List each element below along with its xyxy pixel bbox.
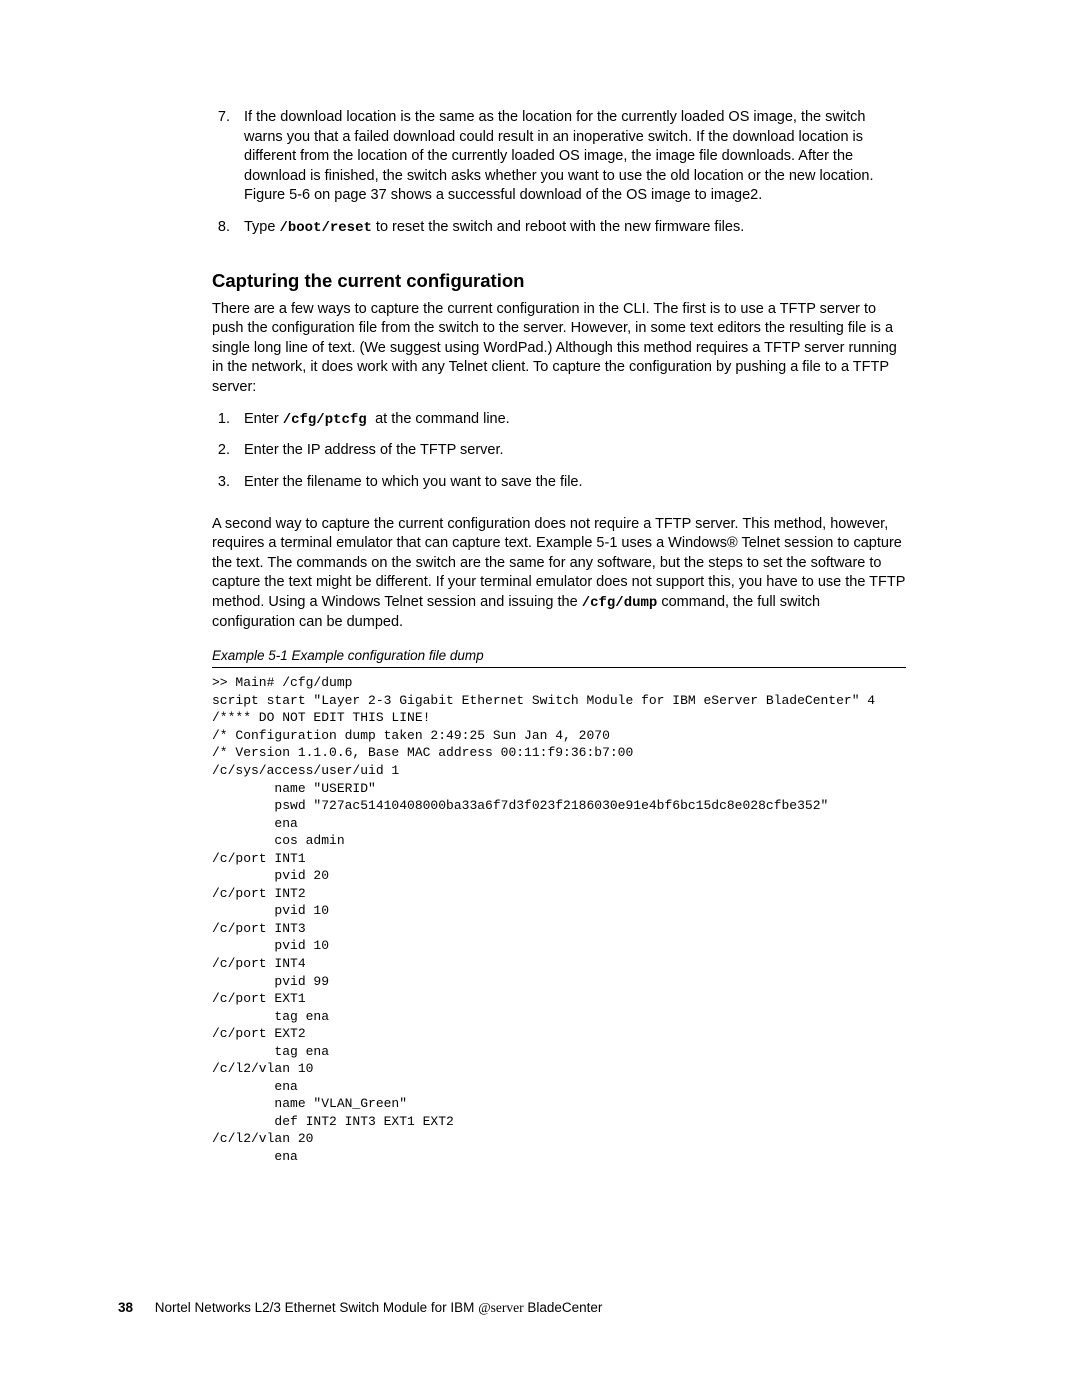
step-7: 7. If the download location is the same … [212, 108, 906, 206]
footer-text: Nortel Networks L2/3 Ethernet Switch Mod… [155, 1300, 478, 1315]
step-number: 2. [212, 441, 230, 461]
step-text: to reset the switch and reboot with the … [372, 219, 744, 235]
eserver-logo: @server [478, 1300, 523, 1315]
step-body: Enter the IP address of the TFTP server. [244, 441, 906, 461]
footer-title: Nortel Networks L2/3 Ethernet Switch Mod… [155, 1300, 603, 1315]
step-number: 1. [212, 410, 230, 430]
footer-text: BladeCenter [524, 1300, 603, 1315]
step-body: If the download location is the same as … [244, 108, 906, 206]
inline-code: /cfg/dump [582, 595, 658, 611]
step-1: 1. Enter /cfg/ptcfg at the command line. [212, 410, 906, 430]
inline-code: /cfg/ptcfg [283, 412, 375, 428]
step-3: 3. Enter the filename to which you want … [212, 473, 906, 493]
code-block: >> Main# /cfg/dump script start "Layer 2… [212, 674, 906, 1165]
step-number: 7. [212, 108, 230, 206]
step-number: 3. [212, 473, 230, 493]
paragraph: There are a few ways to capture the curr… [212, 300, 906, 398]
step-text: Enter [244, 411, 283, 427]
example-caption: Example 5-1 Example configuration file d… [212, 648, 906, 663]
paragraph: A second way to capture the current conf… [212, 515, 906, 633]
inline-code: /boot/reset [279, 220, 371, 236]
step-text: at the command line. [375, 411, 510, 427]
step-body: Type /boot/reset to reset the switch and… [244, 218, 906, 238]
step-body: Enter the filename to which you want to … [244, 473, 906, 493]
step-number: 8. [212, 218, 230, 238]
step-text: Type [244, 219, 279, 235]
step-8: 8. Type /boot/reset to reset the switch … [212, 218, 906, 238]
horizontal-rule [212, 667, 906, 668]
section-heading: Capturing the current configuration [212, 270, 906, 292]
page-number: 38 [118, 1300, 133, 1315]
page-footer: 38 Nortel Networks L2/3 Ethernet Switch … [118, 1300, 918, 1316]
step-2: 2. Enter the IP address of the TFTP serv… [212, 441, 906, 461]
page-content: 7. If the download location is the same … [212, 108, 906, 1166]
step-body: Enter /cfg/ptcfg at the command line. [244, 410, 906, 430]
